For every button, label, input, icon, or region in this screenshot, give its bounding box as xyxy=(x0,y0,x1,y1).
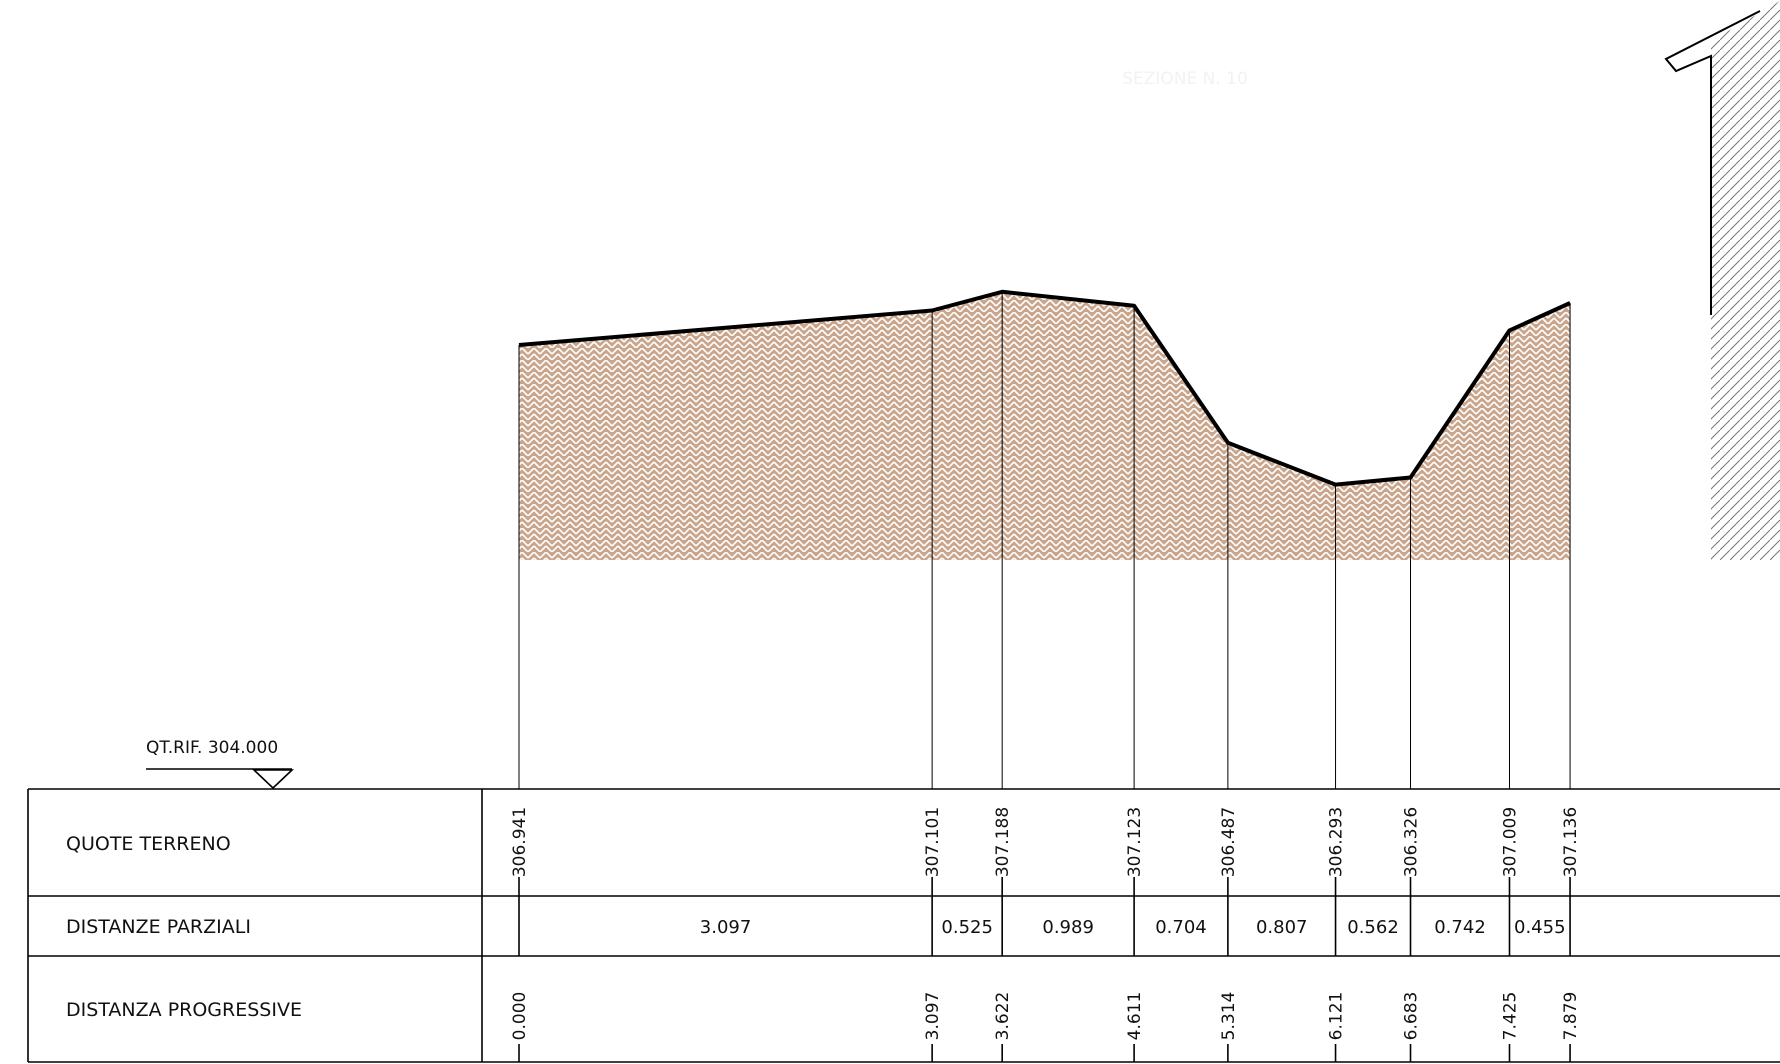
section-title: SEZIONE N. 10 xyxy=(1122,69,1248,89)
terrain-fill xyxy=(519,291,1571,560)
progressive-label: 0.000 xyxy=(510,992,530,1041)
progressive-label: 3.097 xyxy=(923,992,943,1041)
progressive-label: 3.622 xyxy=(993,992,1013,1041)
elevation-label: 307.009 xyxy=(1500,807,1520,877)
progressive-label: 6.121 xyxy=(1327,992,1347,1041)
progressive-label: 7.425 xyxy=(1500,992,1520,1041)
elevation-label: 307.123 xyxy=(1125,807,1145,877)
progressive-label: 5.314 xyxy=(1219,992,1239,1041)
row-label-progressive: DISTANZA PROGRESSIVE xyxy=(66,999,302,1021)
elevation-label: 306.941 xyxy=(510,807,530,877)
data-table xyxy=(27,788,1780,1063)
terrain-profile-line xyxy=(518,289,1571,487)
partial-distance-label: 0.562 xyxy=(1347,917,1399,938)
row-label-elevation: QUOTE TERRENO xyxy=(66,833,231,855)
wall-outline xyxy=(1664,10,1761,315)
partial-distance-label: 3.097 xyxy=(700,917,752,938)
elevation-label: 306.487 xyxy=(1219,807,1239,877)
progressive-label: 6.683 xyxy=(1402,992,1422,1041)
table-marks: 306.941 0.000 307.101 3.097 307.188 3.622 307.… xyxy=(510,807,1581,1062)
row-label-partial: DISTANZE PARZIALI xyxy=(66,916,251,938)
elevation-label: 307.101 xyxy=(923,807,943,877)
reference-level-marker: QT.RIF. 304.000 xyxy=(146,738,295,790)
partial-distance-label: 0.989 xyxy=(1042,917,1094,938)
elevation-label: 307.188 xyxy=(993,807,1013,877)
partial-distance-label: 0.742 xyxy=(1434,917,1486,938)
partial-distance-label: 0.704 xyxy=(1155,917,1207,938)
progressive-label: 4.611 xyxy=(1125,992,1145,1041)
progressive-label: 7.879 xyxy=(1561,992,1581,1041)
station-lines xyxy=(518,291,1571,789)
elevation-label: 306.326 xyxy=(1402,807,1422,877)
elevation-label: 306.293 xyxy=(1327,807,1347,877)
partial-distance-label: 0.807 xyxy=(1256,917,1308,938)
partial-distance-label: 0.525 xyxy=(941,917,993,938)
triangle-icon xyxy=(251,769,295,790)
elevation-label: 307.136 xyxy=(1561,807,1581,877)
partial-distance-label: 0.455 xyxy=(1514,917,1566,938)
reference-label: QT.RIF. 304.000 xyxy=(146,738,278,758)
retaining-wall xyxy=(1711,1,1780,560)
